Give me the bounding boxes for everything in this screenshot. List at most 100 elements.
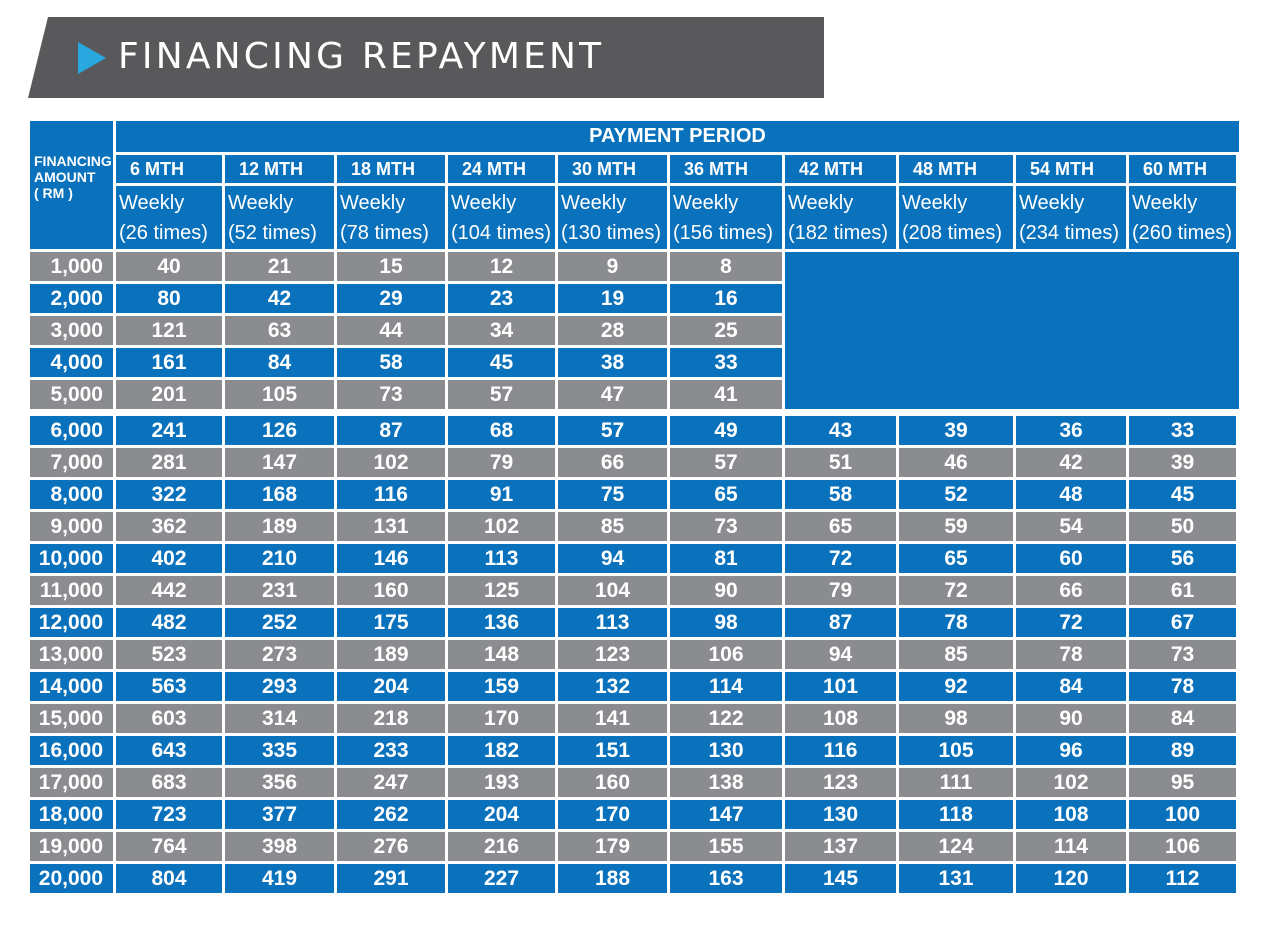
repayment-cell: 84 [1129, 704, 1239, 736]
repayment-cell: 36 [1016, 412, 1129, 448]
title-banner: FINANCING REPAYMENT [28, 17, 824, 98]
repayment-cell: 804 [116, 864, 225, 896]
repayment-cell: 49 [670, 412, 785, 448]
repayment-cell: 98 [670, 608, 785, 640]
repayment-cell: 138 [670, 768, 785, 800]
frequency-label: Weekly [561, 191, 627, 214]
table-row: 16,000 643 335 233 182 151 130 116 105 96 89 [30, 736, 1239, 768]
repayment-cell: 48 [1016, 480, 1129, 512]
frequency-label: Weekly [451, 191, 517, 214]
repayment-cell: 603 [116, 704, 225, 736]
repayment-cell: 96 [1016, 736, 1129, 768]
repayment-cell: 189 [225, 512, 337, 544]
repayment-cell: 65 [785, 512, 899, 544]
repayment-cell: 161 [116, 348, 225, 380]
repayment-cell: 116 [785, 736, 899, 768]
repayment-cell: 59 [899, 512, 1016, 544]
month-header: 48 MTH [899, 155, 1016, 186]
amount-cell: 10,000 [30, 544, 116, 576]
repayment-cell: 168 [225, 480, 337, 512]
repayment-cell: 398 [225, 832, 337, 864]
repayment-cell: 58 [785, 480, 899, 512]
repayment-cell: 95 [1129, 768, 1239, 800]
repayment-table: FINANCING AMOUNT ( RM ) PAYMENT PERIOD 6… [30, 121, 1239, 896]
repayment-cell: 105 [225, 380, 337, 412]
repayment-cell: 33 [1129, 412, 1239, 448]
times-label: (234 times) [1019, 221, 1120, 244]
repayment-cell: 125 [448, 576, 558, 608]
times-label: (130 times) [561, 221, 662, 244]
table-row: 8,000 322 168 116 91 75 65 58 52 48 45 [30, 480, 1239, 512]
table-row: 14,000 563 293 204 159 132 114 101 92 84 78 [30, 672, 1239, 704]
page-title: FINANCING REPAYMENT [118, 36, 605, 77]
repayment-cell: 170 [558, 800, 670, 832]
repayment-cell: 102 [1016, 768, 1129, 800]
table-row: 4,000 161 84 58 45 38 33 [30, 348, 1239, 380]
repayment-cell: 78 [1016, 640, 1129, 672]
unavailable-period-block [785, 252, 1239, 412]
amount-cell: 1,000 [30, 252, 116, 284]
repayment-cell: 58 [337, 348, 448, 380]
table-row: 1,000 40 21 15 12 9 8 [30, 252, 1239, 412]
repayment-cell: 643 [116, 736, 225, 768]
repayment-cell: 322 [116, 480, 225, 512]
repayment-cell: 57 [558, 412, 670, 448]
repayment-cell: 188 [558, 864, 670, 896]
repayment-cell: 482 [116, 608, 225, 640]
repayment-cell: 72 [899, 576, 1016, 608]
table-row: 3,000 121 63 44 34 28 25 [30, 316, 1239, 348]
amount-cell: 8,000 [30, 480, 116, 512]
repayment-cell: 25 [670, 316, 785, 348]
repayment-cell: 87 [337, 412, 448, 448]
repayment-cell: 218 [337, 704, 448, 736]
repayment-cell: 33 [670, 348, 785, 380]
repayment-cell: 15 [337, 252, 448, 284]
repayment-cell: 111 [899, 768, 1016, 800]
repayment-cell: 40 [116, 252, 225, 284]
repayment-cell: 227 [448, 864, 558, 896]
amount-header-line: ( RM ) [34, 185, 73, 201]
amount-cell: 5,000 [30, 380, 116, 412]
repayment-cell: 155 [670, 832, 785, 864]
repayment-cell: 204 [448, 800, 558, 832]
amount-cell: 3,000 [30, 316, 116, 348]
repayment-cell: 90 [670, 576, 785, 608]
repayment-cell: 43 [785, 412, 899, 448]
repayment-cell: 291 [337, 864, 448, 896]
times-label: (104 times) [451, 221, 552, 244]
amount-cell: 20,000 [30, 864, 116, 896]
repayment-cell: 85 [899, 640, 1016, 672]
repayment-cell: 189 [337, 640, 448, 672]
table-row: 13,000 523 273 189 148 123 106 94 85 78 73 [30, 640, 1239, 672]
repayment-cell: 113 [558, 608, 670, 640]
repayment-cell: 132 [558, 672, 670, 704]
repayment-cell: 160 [558, 768, 670, 800]
repayment-cell: 116 [337, 480, 448, 512]
repayment-cell: 89 [1129, 736, 1239, 768]
times-label: (182 times) [788, 221, 889, 244]
repayment-cell: 130 [670, 736, 785, 768]
repayment-cell: 90 [1016, 704, 1129, 736]
repayment-cell: 163 [670, 864, 785, 896]
repayment-cell: 141 [558, 704, 670, 736]
repayment-cell: 63 [225, 316, 337, 348]
amount-cell: 14,000 [30, 672, 116, 704]
month-header: 24 MTH [448, 155, 558, 186]
repayment-cell: 42 [225, 284, 337, 316]
amount-cell: 9,000 [30, 512, 116, 544]
repayment-cell: 170 [448, 704, 558, 736]
repayment-cell: 241 [116, 412, 225, 448]
repayment-cell: 45 [448, 348, 558, 380]
times-label: (78 times) [340, 221, 429, 244]
repayment-cell: 160 [337, 576, 448, 608]
repayment-cell: 356 [225, 768, 337, 800]
table-row: 2,000 80 42 29 23 19 16 [30, 284, 1239, 316]
triangle-play-icon [78, 42, 106, 74]
repayment-cell: 42 [1016, 448, 1129, 480]
repayment-cell: 442 [116, 576, 225, 608]
month-header: 54 MTH [1016, 155, 1129, 186]
repayment-cell: 124 [899, 832, 1016, 864]
repayment-cell: 68 [448, 412, 558, 448]
times-label: (260 times) [1132, 221, 1233, 244]
month-header: 12 MTH [225, 155, 337, 186]
